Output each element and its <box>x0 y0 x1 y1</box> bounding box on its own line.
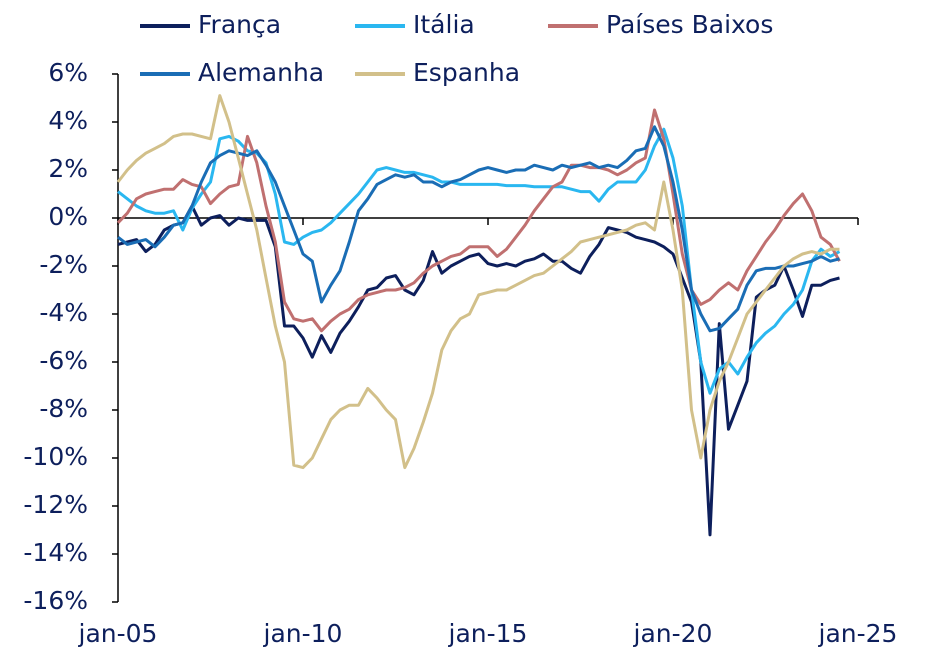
line-series <box>116 108 841 333</box>
y-tick-label: -16% <box>23 586 88 615</box>
y-tick-label: -12% <box>23 490 88 519</box>
legend-label: Itália <box>413 10 475 39</box>
line-series <box>117 125 840 333</box>
x-tick-label: jan-20 <box>633 619 713 648</box>
legend-label: Alemanha <box>198 58 324 87</box>
line-series <box>117 204 840 537</box>
y-tick-label: -2% <box>39 250 88 279</box>
y-tick-label: -8% <box>39 394 88 423</box>
line-series <box>116 94 840 470</box>
y-tick-label: 2% <box>48 154 88 183</box>
line-series <box>117 127 841 395</box>
legend-label: Países Baixos <box>606 10 773 39</box>
x-tick-label: jan-10 <box>263 619 343 648</box>
x-tick-label: jan-15 <box>448 619 528 648</box>
y-tick-label: -10% <box>23 442 88 471</box>
y-tick-label: -6% <box>39 346 88 375</box>
legend-label: França <box>198 10 281 39</box>
y-tick-label: 4% <box>48 106 88 135</box>
y-tick-label: -4% <box>39 298 88 327</box>
y-tick-label: 0% <box>48 202 88 231</box>
x-tick-label: jan-25 <box>818 619 898 648</box>
x-tick-label: jan-05 <box>78 619 158 648</box>
y-tick-label: 6% <box>48 58 88 87</box>
y-tick-label: -14% <box>23 538 88 567</box>
legend-label: Espanha <box>413 58 520 87</box>
